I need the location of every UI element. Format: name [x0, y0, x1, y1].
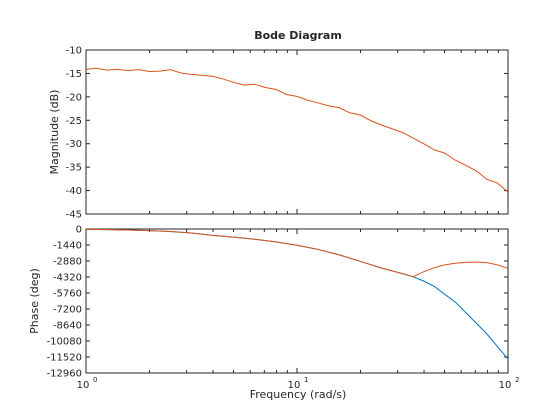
x-tick-exponent: 2: [515, 376, 519, 384]
magnitude-x-ticks: [85, 50, 509, 214]
x-tick-exponent: 0: [93, 376, 97, 384]
phase-y-tick-label: -11520: [47, 353, 82, 364]
magnitude-series: [85, 67, 509, 193]
magnitude-y-tick-label: -25: [66, 116, 82, 127]
magnitude-y-tick-label: -20: [66, 92, 82, 103]
phase-y-tick-label: -8640: [53, 321, 82, 332]
x-tick-label: 10: [288, 380, 301, 391]
phase-y-ticks: 0 -1440 -2880 -4320 -5760 -7200 -8640 -10080 -11…: [47, 225, 508, 380]
magnitude-axes: -10 -15 -20 -25 -30 -35 -40 -45 Magnitude (dB): [48, 46, 509, 221]
x-axis-label: Frequency (rad/s): [250, 388, 347, 401]
x-tick-exponent: 1: [304, 376, 308, 384]
phase-plot-area: [85, 228, 509, 374]
magnitude-series-line: [85, 67, 509, 193]
phase-y-tick-label: 0: [76, 225, 82, 236]
phase-x-ticks: 10 0 10 1 10 2: [77, 229, 519, 391]
magnitude-y-tick-label: -15: [66, 69, 82, 80]
phase-y-tick-label: -7200: [53, 305, 82, 316]
magnitude-y-axis-label: Magnitude (dB): [48, 90, 61, 175]
x-tick-label: 10: [499, 380, 512, 391]
phase-y-tick-label: -12960: [47, 369, 82, 380]
phase-y-tick-label: -1440: [53, 241, 82, 252]
phase-y-tick-label: -10080: [47, 337, 82, 348]
magnitude-y-tick-label: -40: [66, 186, 82, 197]
phase-y-tick-label: -5760: [53, 289, 82, 300]
phase-y-tick-label: -4320: [53, 273, 82, 284]
x-tick-label: 10: [77, 380, 90, 391]
chart-title: Bode Diagram: [254, 29, 342, 42]
magnitude-y-tick-label: -30: [66, 139, 82, 150]
magnitude-y-tick-label: -45: [66, 210, 82, 221]
magnitude-y-tick-label: -35: [66, 163, 82, 174]
phase-y-axis-label: Phase (deg): [28, 268, 41, 334]
phase-series: [85, 228, 509, 360]
magnitude-y-tick-label: -10: [66, 46, 82, 57]
phase-axes: 0 -1440 -2880 -4320 -5760 -7200 -8640 -10080 -11…: [28, 225, 519, 392]
phase-series-line: [85, 228, 509, 278]
phase-y-tick-label: -2880: [53, 257, 82, 268]
magnitude-y-ticks: -10 -15 -20 -25 -30 -35 -40 -45: [66, 46, 508, 221]
magnitude-plot-area: [85, 49, 509, 215]
